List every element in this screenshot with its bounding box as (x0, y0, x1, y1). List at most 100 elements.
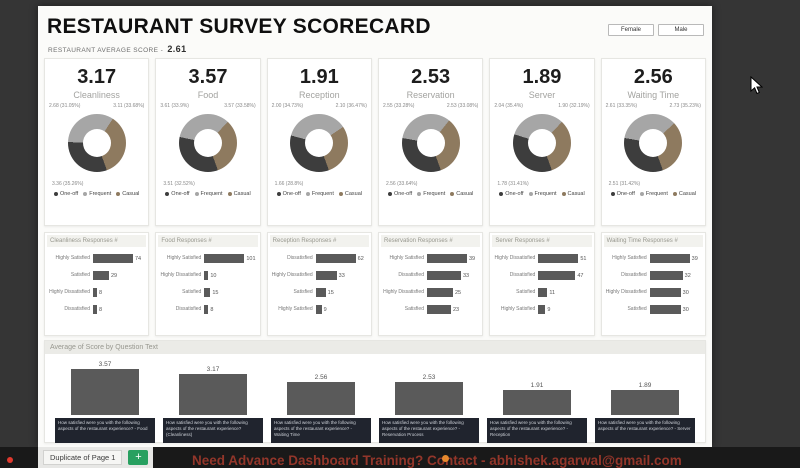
bar-value: 15 (212, 289, 219, 296)
bar-area: 47 (538, 271, 589, 280)
legend: One-off Frequent Casual (492, 191, 591, 197)
bar[interactable] (93, 305, 97, 314)
legend-label: One-off (505, 191, 524, 197)
bar[interactable] (426, 254, 467, 263)
bottom-bar-col: 1.89 How satisfied were you with the foll… (595, 357, 695, 443)
bar[interactable] (538, 305, 546, 314)
bar[interactable] (93, 288, 97, 297)
question-label: How satisfied were you with the followin… (487, 418, 587, 443)
legend-item: Frequent (83, 191, 111, 197)
filter-male-button[interactable]: Male (658, 24, 704, 36)
bar-value: 9 (323, 306, 327, 313)
bar-row: Satisfied 23 (381, 301, 480, 318)
chart-title: Waiting Time Responses # (603, 235, 703, 247)
legend-item: Frequent (194, 191, 223, 197)
bar-area: 10 (204, 271, 255, 280)
bar-area: 39 (426, 254, 478, 263)
bar[interactable] (204, 254, 245, 263)
donut-hole (416, 129, 445, 157)
legend-dot (165, 192, 170, 196)
chart-title: Reservation Responses # (380, 235, 481, 247)
bar-wrap: 1.91 (487, 357, 587, 415)
bar-category: Highly Satisfied (166, 254, 202, 261)
response-chart-4: Server Responses # Highly Dissatisfied 51 D… (489, 232, 595, 336)
bar-area: 23 (426, 305, 478, 314)
filter-female-button[interactable]: Female (608, 24, 654, 36)
donut-label-left: 2.04 (35.4%) (494, 103, 523, 109)
bar[interactable] (538, 271, 576, 280)
average-score: RESTAURANT AVERAGE SCORE - 2.61 (48, 44, 187, 54)
bar-row: Dissatisfied 8 (158, 301, 257, 318)
bar-row: Satisfied 15 (270, 284, 369, 301)
donut[interactable] (401, 114, 460, 172)
bar-category: Highly Dissatisfied (494, 254, 536, 261)
bar-row: Satisfied 29 (47, 267, 146, 284)
bar-category: Satisfied (182, 288, 202, 295)
report-canvas: RESTAURANT SURVEY SCORECARD RESTAURANT A… (38, 6, 712, 447)
donut[interactable] (178, 114, 237, 172)
average-score-value: 2.61 (167, 44, 187, 54)
gender-filter: Female Male (608, 24, 704, 36)
bar[interactable] (426, 271, 461, 280)
bar[interactable] (538, 254, 579, 263)
bar[interactable] (179, 374, 247, 415)
bar[interactable] (649, 254, 690, 263)
donut[interactable] (624, 114, 683, 172)
bar-area: 101 (204, 254, 256, 263)
bar[interactable] (611, 390, 679, 415)
legend-label: Casual (678, 191, 696, 197)
donut-label-right: 2.73 (35.23%) (669, 103, 701, 109)
bar[interactable] (287, 382, 355, 415)
bar[interactable] (649, 305, 681, 314)
bar-category: Highly Dissatisfied (383, 288, 424, 295)
donut-label-bottom: 1.78 (31.41%) (497, 180, 529, 187)
bar-area: 32 (649, 271, 701, 280)
legend-label: Frequent (423, 191, 446, 197)
bar[interactable] (395, 382, 463, 415)
donut-chart: 3.61 (33.9%) 3.57 (33.58%) 3.51 (32.52%) (158, 103, 257, 188)
bar[interactable] (538, 288, 548, 297)
kpi-score: 2.53 (411, 66, 451, 88)
bar[interactable] (649, 271, 683, 280)
bar-value: 8 (99, 289, 103, 296)
bar-value: 51 (580, 255, 587, 262)
bar[interactable] (93, 271, 109, 280)
bar[interactable] (204, 288, 211, 297)
add-page-button[interactable]: + (128, 450, 149, 465)
bar[interactable] (204, 305, 209, 314)
donut-label-left: 2.00 (34.73%) (271, 103, 304, 109)
bar-value: 30 (682, 289, 689, 296)
bar[interactable] (315, 254, 356, 263)
bar[interactable] (93, 254, 133, 263)
bar[interactable] (503, 390, 571, 415)
bar[interactable] (315, 305, 322, 314)
kpi-score: 3.57 (188, 66, 228, 88)
legend-item: Frequent (639, 191, 668, 197)
bottom-bar-col: 2.56 How satisfied were you with the foll… (271, 357, 371, 443)
donut[interactable] (512, 114, 571, 172)
legend-item: One-off (610, 191, 635, 197)
page-tab[interactable]: Duplicate of Page 1 (43, 450, 123, 465)
bottom-bar-col: 2.53 How satisfied were you with the foll… (379, 357, 479, 443)
bar-category: Highly Satisfied (389, 254, 424, 261)
legend-label: Casual (344, 191, 363, 197)
question-label: How satisfied were you with the followin… (595, 418, 695, 443)
legend-label: One-off (171, 191, 190, 197)
donut-hole (82, 129, 111, 157)
bar-area: 25 (426, 288, 478, 297)
bar-row: Highly Satisfied 101 (158, 250, 257, 267)
bar[interactable] (649, 288, 681, 297)
bar[interactable] (426, 288, 453, 297)
donut-label-bottom: 2.56 (33.64%) (385, 180, 418, 187)
donut[interactable] (67, 114, 126, 172)
bar[interactable] (204, 271, 209, 280)
bar[interactable] (426, 305, 451, 314)
bar[interactable] (315, 288, 326, 297)
kpi-score: 1.89 (522, 66, 562, 88)
legend-dot (227, 192, 232, 196)
donut[interactable] (290, 114, 349, 172)
bar[interactable] (315, 271, 337, 280)
bar[interactable] (71, 369, 139, 415)
legend-item: Casual (116, 191, 139, 197)
legend-label: Frequent (645, 191, 668, 197)
